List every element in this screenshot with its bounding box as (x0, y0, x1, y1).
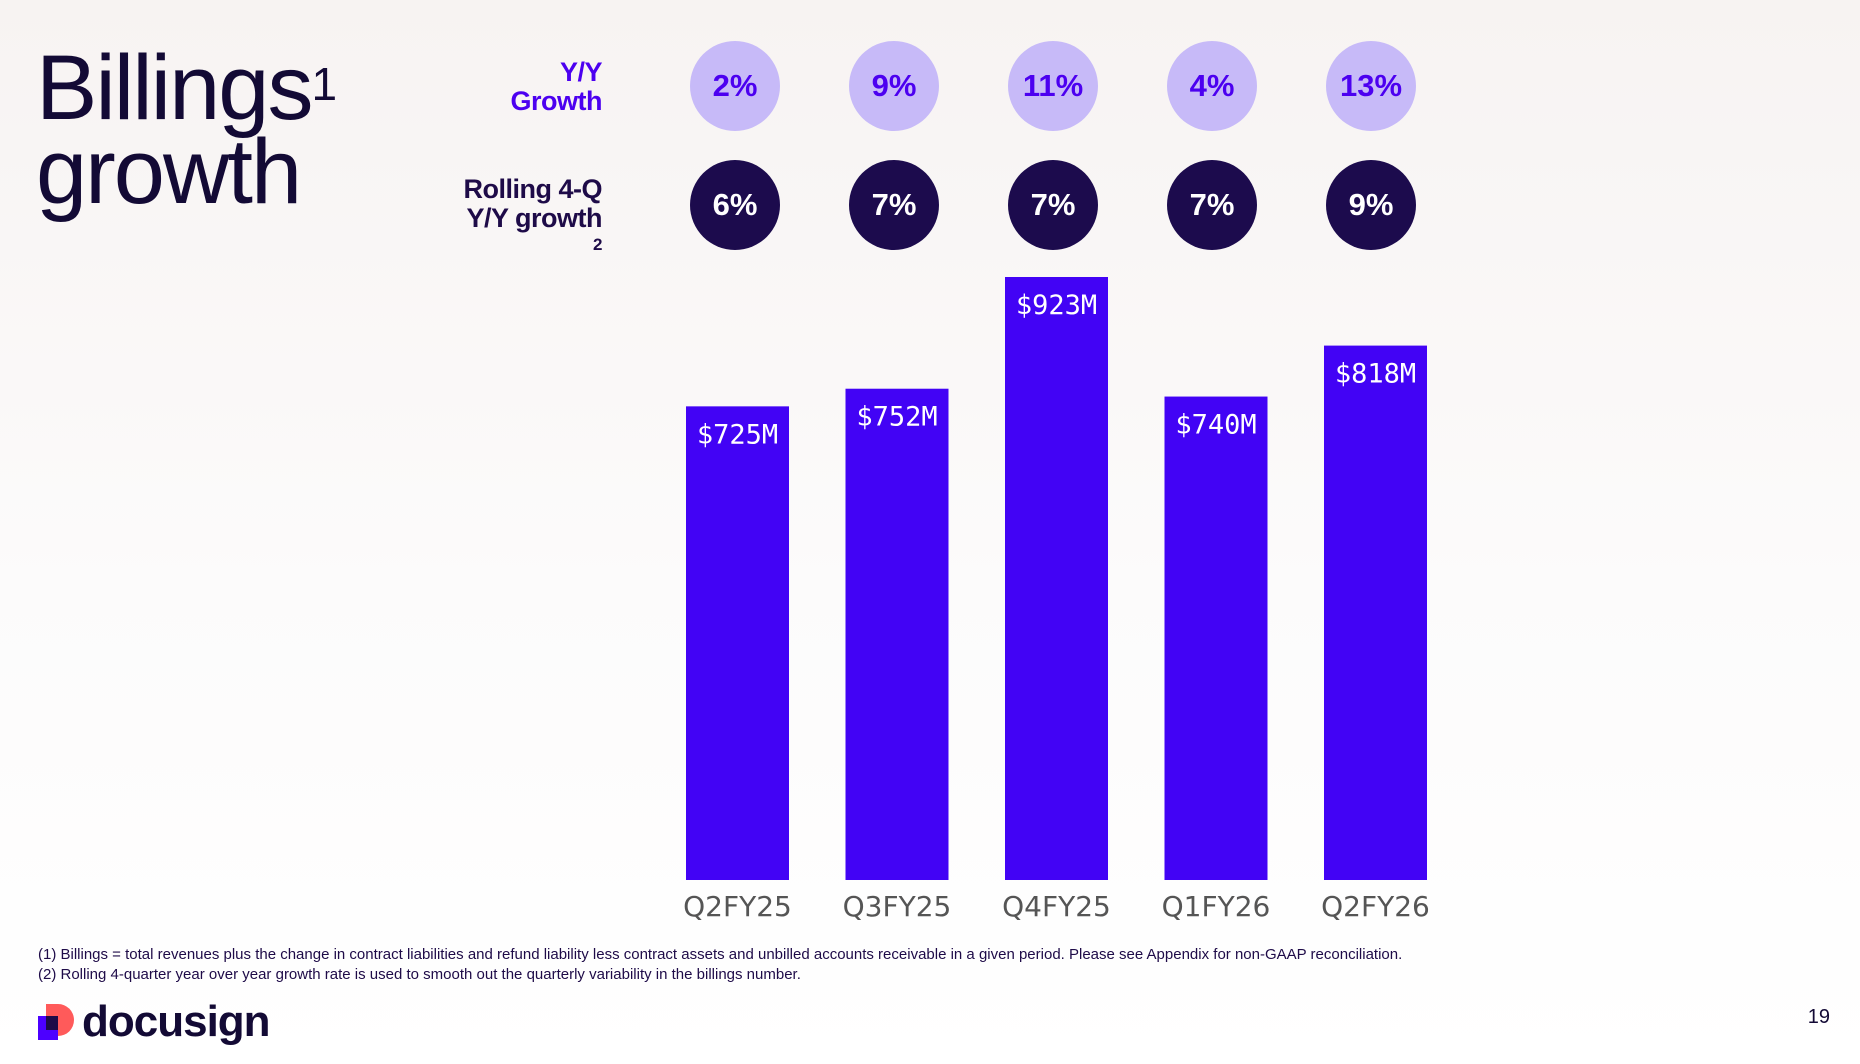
bar-q1fy26 (1164, 396, 1268, 880)
yy-growth-badge: 9% (849, 41, 939, 131)
footnote-2: (2) Rolling 4-quarter year over year gro… (38, 966, 801, 983)
yy-growth-badge: 13% (1326, 41, 1416, 131)
yy-growth-badge: 4% (1167, 41, 1257, 131)
x-tick-label: Q2FY25 (683, 890, 792, 923)
page-number: 19 (1807, 1006, 1830, 1028)
docusign-logo-icon (38, 1004, 74, 1040)
rolling-growth-label-line1: Rolling 4-Q (463, 174, 603, 204)
bar-q2fy26 (1324, 345, 1427, 881)
x-tick-label: Q2FY26 (1321, 890, 1430, 923)
bar-value-label: $725M (697, 419, 778, 450)
rolling-footnote-marker: 2 (593, 235, 602, 254)
title-line-1: Billings (36, 37, 313, 139)
yy-growth-label-line1: Y/Y (559, 57, 603, 87)
bar-value-label: $752M (856, 402, 937, 433)
bar-value-label: $818M (1335, 359, 1416, 390)
rolling-growth-label: Rolling 4-Q Y/Y growth 2 (464, 175, 603, 262)
footnotes: (1) Billings = total revenues plus the c… (38, 945, 1402, 985)
bar-value-label: $740M (1175, 410, 1256, 441)
footnote-1: (1) Billings = total revenues plus the c… (38, 946, 1403, 963)
rolling-growth-badge: 7% (1008, 160, 1098, 250)
rolling-growth-label-line2: Y/Y growth (466, 203, 602, 233)
yy-growth-label: Y/Y Growth (511, 58, 603, 116)
docusign-logo: docusign (38, 997, 271, 1047)
bar-q4fy25 (1005, 277, 1108, 880)
title-footnote-marker: 1 (311, 58, 338, 110)
yy-growth-badge: 2% (690, 41, 780, 131)
page-title: Billings1 growth (36, 42, 338, 223)
yy-growth-badge: 11% (1008, 41, 1098, 131)
x-tick-label: Q4FY25 (1002, 890, 1111, 923)
x-tick-label: Q1FY26 (1162, 890, 1271, 923)
logo-text: docusign (82, 997, 271, 1046)
bar-q2fy25 (686, 406, 789, 880)
rolling-growth-badge: 9% (1326, 160, 1416, 250)
x-tick-label: Q3FY25 (843, 890, 952, 923)
rolling-growth-badge: 6% (690, 160, 780, 250)
bar-q3fy25 (845, 388, 949, 880)
rolling-growth-badge: 7% (1167, 160, 1257, 250)
yy-growth-label-line2: Growth (510, 86, 603, 116)
rolling-growth-badge: 7% (849, 160, 939, 250)
bar-value-label: $923M (1016, 290, 1097, 321)
title-line-2: growth (36, 121, 302, 223)
